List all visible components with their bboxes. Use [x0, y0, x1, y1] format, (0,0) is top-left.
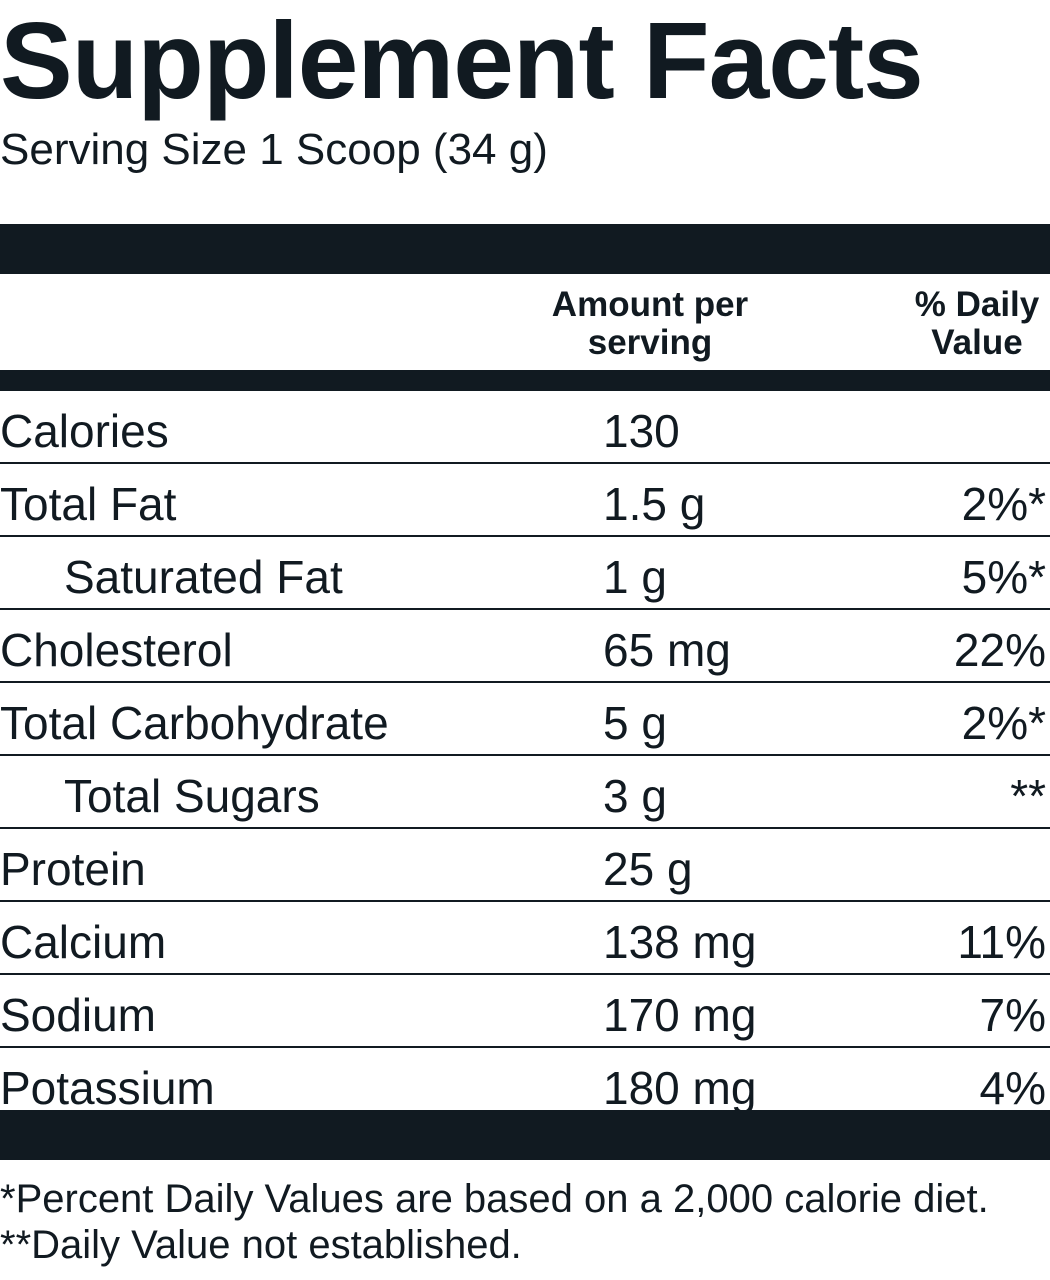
nutrient-name: Calcium — [0, 916, 167, 968]
table-row: Total Fat 1.5 g 2%* — [0, 464, 1050, 537]
nutrient-daily-value: 5%* — [961, 551, 1046, 603]
column-header-dv-line1: % Daily — [914, 285, 1040, 324]
table-row: Potassium 180 mg 4% — [0, 1048, 1050, 1119]
nutrient-name: Calories — [0, 405, 169, 457]
table-row: Cholesterol 65 mg 22% — [0, 610, 1050, 683]
column-header-amount-line2: serving — [587, 323, 713, 362]
footnote-daily-values: *Percent Daily Values are based on a 2,0… — [0, 1177, 989, 1221]
nutrient-amount: 3 g — [603, 770, 667, 822]
nutrient-name: Protein — [0, 843, 146, 895]
serving-size: Serving Size 1 Scoop (34 g) — [0, 125, 548, 174]
column-header-amount: Amount per serving — [522, 286, 778, 362]
nutrient-name: Saturated Fat — [64, 551, 343, 603]
nutrient-name: Potassium — [0, 1062, 215, 1114]
nutrient-daily-value: 7% — [979, 989, 1046, 1041]
header-divider-bar — [0, 224, 1050, 274]
nutrient-daily-value: ** — [1010, 770, 1046, 822]
footnote-not-established: **Daily Value not established. — [0, 1223, 522, 1267]
nutrient-amount: 65 mg — [603, 624, 731, 676]
nutrient-name: Total Carbohydrate — [0, 697, 389, 749]
column-header-dv-line2: Value — [931, 323, 1023, 362]
footnotes: *Percent Daily Values are based on a 2,0… — [0, 1176, 989, 1268]
nutrient-amount: 1.5 g — [603, 478, 706, 530]
nutrient-daily-value: 4% — [979, 1062, 1046, 1114]
nutrient-amount: 170 mg — [603, 989, 757, 1041]
nutrient-daily-value: 11% — [957, 916, 1046, 968]
nutrient-daily-value: 22% — [953, 624, 1046, 676]
nutrient-daily-value: 2%* — [961, 478, 1046, 530]
nutrient-name: Total Fat — [0, 478, 177, 530]
nutrient-amount: 130 — [603, 405, 680, 457]
nutrient-daily-value: 2%* — [961, 697, 1046, 749]
nutrient-amount: 1 g — [603, 551, 667, 603]
table-row: Protein 25 g — [0, 829, 1050, 902]
table-row: Total Carbohydrate 5 g 2%* — [0, 683, 1050, 756]
panel-title: Supplement Facts — [0, 0, 924, 122]
nutrient-amount: 5 g — [603, 697, 667, 749]
nutrient-amount: 180 mg — [603, 1062, 757, 1114]
table-row: Total Sugars 3 g ** — [0, 756, 1050, 829]
column-header-amount-line1: Amount per — [551, 285, 749, 324]
footer-divider-bar — [0, 1110, 1050, 1160]
nutrient-name: Sodium — [0, 989, 156, 1041]
table-row: Saturated Fat 1 g 5%* — [0, 537, 1050, 610]
nutrient-amount: 25 g — [603, 843, 693, 895]
table-row: Calories 130 — [0, 391, 1050, 464]
nutrient-name: Total Sugars — [64, 770, 320, 822]
nutrient-table: Calories 130 Total Fat 1.5 g 2%* Saturat… — [0, 391, 1050, 1119]
table-row: Calcium 138 mg 11% — [0, 902, 1050, 975]
table-row: Sodium 170 mg 7% — [0, 975, 1050, 1048]
column-header-daily-value: % Daily Value — [896, 286, 1050, 362]
nutrient-amount: 138 mg — [603, 916, 757, 968]
column-header-divider-bar — [0, 370, 1050, 391]
nutrient-name: Cholesterol — [0, 624, 233, 676]
